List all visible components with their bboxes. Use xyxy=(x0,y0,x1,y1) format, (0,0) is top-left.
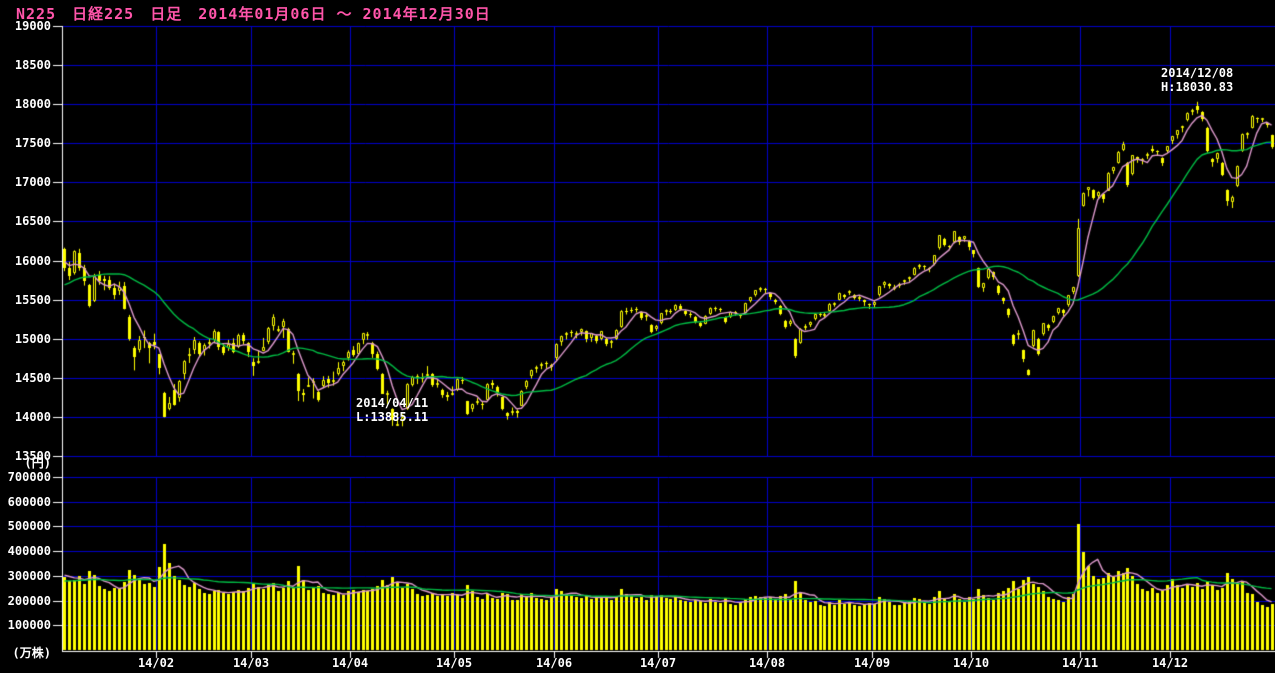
date-axis-label: 14/06 xyxy=(535,656,573,670)
date-axis-label: 14/10 xyxy=(952,656,990,670)
date-axis-label: 14/08 xyxy=(748,656,786,670)
price-axis-label: 18000 xyxy=(14,97,51,111)
date-axis-label: 14/05 xyxy=(435,656,473,670)
volume-axis-label: 600000 xyxy=(7,495,51,509)
price-axis-label: 17000 xyxy=(14,175,51,189)
price-axis-label: 18500 xyxy=(14,58,51,72)
date-axis-label: 14/04 xyxy=(331,656,369,670)
price-axis-label: 14500 xyxy=(14,371,51,385)
price-axis-label: 13500 xyxy=(14,449,51,463)
price-axis-label: 16000 xyxy=(14,254,51,268)
price-axis-label: 14000 xyxy=(14,410,51,424)
date-axis-label: 14/11 xyxy=(1061,656,1099,670)
volume-axis-label: 400000 xyxy=(7,544,51,558)
date-axis-label: 14/02 xyxy=(137,656,175,670)
volume-axis-label: 100000 xyxy=(7,618,51,632)
high-annotation: 2014/12/08 H:18030.83 xyxy=(1161,66,1234,94)
price-axis-label: 15500 xyxy=(14,293,51,307)
date-axis-label: 14/09 xyxy=(853,656,891,670)
price-axis-unit-label: (円) xyxy=(24,456,51,470)
chart-title: N225 日経225 日足 2014年01月06日 ～ 2014年12月30日 xyxy=(16,5,491,23)
price-axis-label: 15000 xyxy=(14,332,51,346)
date-axis-label: 14/12 xyxy=(1151,656,1189,670)
price-axis-label: 16500 xyxy=(14,214,51,228)
volume-axis-label: 200000 xyxy=(7,594,51,608)
volume-axis-label: 500000 xyxy=(7,519,51,533)
date-axis-label: 14/03 xyxy=(232,656,270,670)
volume-axis-unit-label: (万株) xyxy=(12,646,51,660)
volume-axis-label: 700000 xyxy=(7,470,51,484)
price-axis-label: 19000 xyxy=(14,19,51,33)
volume-axis-label: 300000 xyxy=(7,569,51,583)
low-annotation: 2014/04/11 L:13885.11 xyxy=(356,396,429,424)
price-axis-label: 17500 xyxy=(14,136,51,150)
date-axis-label: 14/07 xyxy=(639,656,677,670)
